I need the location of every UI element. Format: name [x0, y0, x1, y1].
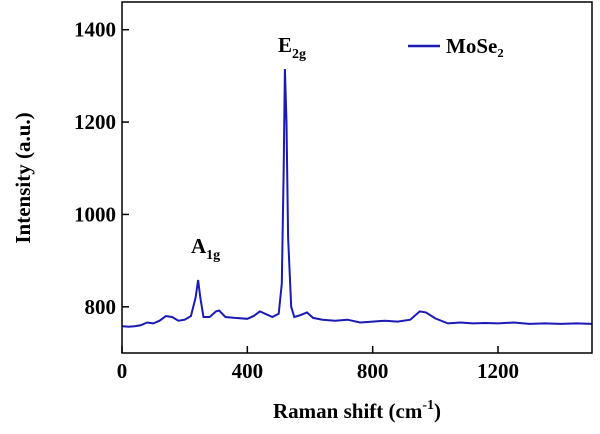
x-label-text: Raman shift (cm [273, 399, 423, 423]
y-tick-label: 1000 [74, 202, 116, 226]
y-tick-label: 1200 [74, 110, 116, 134]
x-tick-label: 800 [357, 359, 389, 383]
peak-label-sub: 1g [206, 248, 220, 263]
y-tick-label: 800 [85, 295, 117, 319]
x-tick-label: 0 [117, 359, 128, 383]
peak-label-text: E [278, 33, 292, 57]
plot-frame [121, 1, 593, 354]
x-tick-label: 1200 [477, 359, 519, 383]
peak-label-text: A [191, 234, 207, 258]
legend-label: MoSe₂ [446, 34, 504, 58]
x-label-sup: -1 [422, 398, 434, 413]
peak-label-sub: 2g [292, 47, 306, 62]
y-axis-label: Intensity (a.u.) [11, 112, 35, 243]
x-axis-label: Raman shift (cm-1) [273, 398, 441, 423]
y-tick-label: 1400 [74, 18, 116, 42]
peak-label: E2g [278, 33, 306, 62]
x-tick-label: 400 [232, 359, 264, 383]
data-line [121, 68, 593, 328]
peak-label: A1g [191, 234, 220, 263]
x-label-tail: ) [434, 399, 441, 423]
